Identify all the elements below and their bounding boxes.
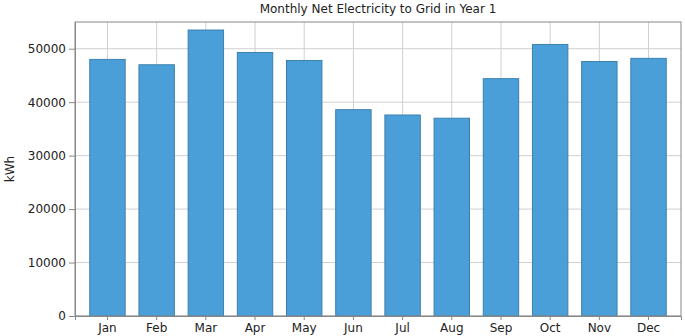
bar [237,52,272,316]
tick: 20000 [28,202,75,216]
tick-mark [69,263,75,264]
tick: Dec [637,316,660,335]
tick-label: 40000 [28,96,66,110]
tick-label: Jun [343,321,363,335]
tick-mark [69,209,75,210]
tick: Feb [146,316,167,335]
tick-label: Feb [146,321,167,335]
bar [287,60,322,316]
tick-mark [451,316,452,320]
tick-label: Apr [245,321,266,335]
tick-mark [107,316,108,320]
title: Monthly Net Electricity to Grid in Year … [260,2,497,16]
tick: Jan [97,316,117,335]
bar [582,62,617,316]
axis-title: kWh [3,156,17,182]
tick-mark [205,316,206,320]
tick-mark [255,316,256,320]
bars [90,30,666,316]
tick-label: Jul [394,321,409,335]
tick-label: Oct [540,321,561,335]
tick-label: Aug [440,321,463,335]
bar [532,44,567,316]
chart: 0 10000 20000 30000 40000 50000 Jan Feb Mar Apr Ma… [0,0,685,336]
bar [188,30,223,316]
tick-label: 30000 [28,149,66,163]
bar [90,59,125,316]
tick: Nov [588,316,611,335]
tick: Jul [394,316,409,335]
x-axis: Jan Feb Mar Apr May Jun Jul Aug Sep Oct Nov Dec [76,316,682,335]
tick-label: Sep [490,321,513,335]
tick: 10000 [28,256,75,270]
bar [385,115,420,316]
tick: 50000 [28,42,75,56]
bar [434,118,469,316]
tick: Mar [195,316,218,335]
bar [483,79,518,316]
tick: Apr [245,316,266,335]
bar [631,58,666,316]
axis-line [76,317,682,321]
tick-label: 0 [58,309,66,323]
plot: 0 10000 20000 30000 40000 50000 Jan Feb Mar Apr Ma… [28,22,682,335]
tick: Sep [490,316,513,335]
tick-label: 20000 [28,202,66,216]
tick-mark [304,316,305,320]
plot-frame [75,22,681,316]
grid-line [75,48,681,49]
tick: 30000 [28,149,75,163]
tick: Aug [440,316,463,335]
tick-label: Jan [97,321,117,335]
bar [139,65,174,316]
tick-label: Nov [588,321,611,335]
tick-mark [69,316,75,317]
tick-mark [500,316,501,320]
tick-label: Mar [195,321,218,335]
tick-mark [648,316,649,320]
tick-label: Dec [637,321,660,335]
tick-label: 50000 [28,42,66,56]
tick-mark [156,316,157,320]
tick-label: 10000 [28,256,66,270]
axis-line [75,23,76,317]
bar [336,110,371,316]
tick-mark [599,316,600,320]
tick-mark [402,316,403,320]
y-axis: 0 10000 20000 30000 40000 50000 [28,23,76,324]
tick-mark [69,49,75,50]
tick-mark [353,316,354,320]
tick: 40000 [28,96,75,110]
tick-mark [550,316,551,320]
tick-mark [69,156,75,157]
tick-label: May [292,321,317,335]
grid [75,22,681,316]
tick: May [292,316,317,335]
tick: 0 [58,309,75,323]
tick: Oct [540,316,561,335]
tick-mark [69,102,75,103]
tick: Jun [343,316,363,335]
